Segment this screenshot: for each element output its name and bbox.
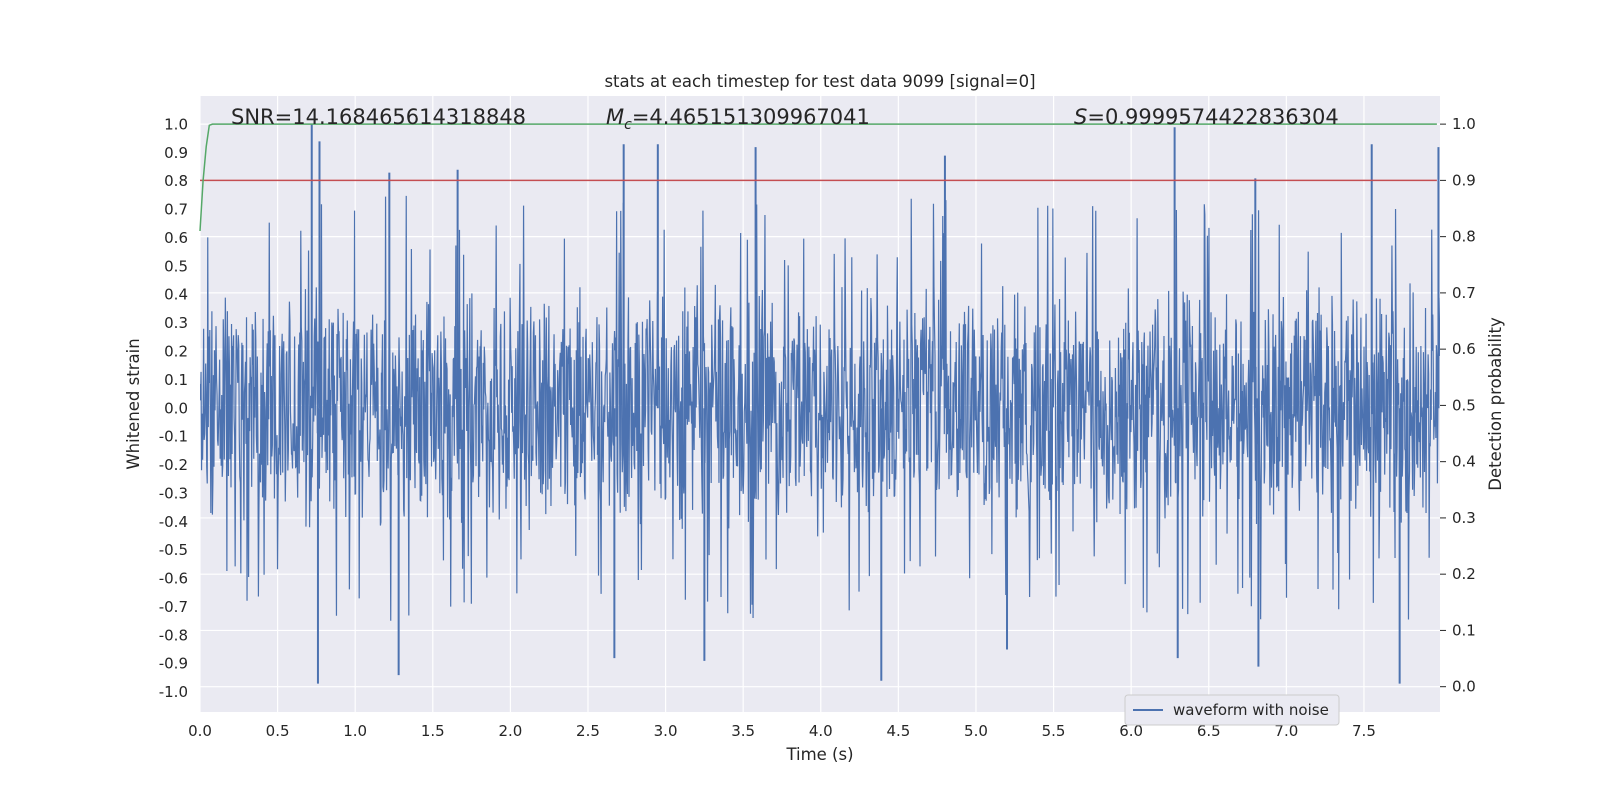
probability-line <box>199 123 1437 232</box>
plot-area <box>199 123 1440 684</box>
x-tick-label: 3.0 <box>654 722 678 740</box>
y-tick-label: -1.0 <box>159 683 188 701</box>
y-tick-label: -0.3 <box>159 484 188 502</box>
y-tick-label: 0.6 <box>164 229 188 247</box>
x-tick-label: 2.5 <box>576 722 600 740</box>
y-tick-label: -0.9 <box>159 655 188 673</box>
x-tick-label: 6.5 <box>1197 722 1221 740</box>
y-tick-label: -0.5 <box>159 541 188 559</box>
y2-tick-label: 0.1 <box>1452 621 1476 639</box>
y-tick-label: 0.4 <box>164 286 188 304</box>
x-tick-label: 3.5 <box>731 722 755 740</box>
x-tick-label: 2.0 <box>498 722 522 740</box>
x-tick-label: 4.0 <box>809 722 833 740</box>
legend-box <box>1124 694 1340 726</box>
y2-tick-label: 0.7 <box>1452 284 1476 302</box>
x-tick-label: 0.5 <box>266 722 290 740</box>
x-tick-label: 1.0 <box>343 722 367 740</box>
y-tick-label: -0.6 <box>159 570 188 588</box>
y-tick-label: 0.7 <box>164 201 188 219</box>
x-axis-ticks: 0.0 0.5 1.0 1.5 2.0 2.5 3.0 3.5 4.0 4.5 5.0 5.5 6.0 6… <box>188 722 1376 740</box>
y2-tick-label: 0.6 <box>1452 340 1476 358</box>
y2-tick-label: 0.2 <box>1452 565 1476 583</box>
x-tick-label: 1.5 <box>421 722 445 740</box>
y2-tick-label: 0.9 <box>1452 171 1476 189</box>
x-tick-label: 7.5 <box>1352 722 1376 740</box>
y-tick-label: 0.3 <box>164 314 188 332</box>
chirp-mass-annotation: Mc=4.465151309967041 <box>606 105 870 133</box>
snr-annotation: SNR=14.168465614318848 <box>231 105 526 129</box>
y-tick-label: 0.0 <box>164 399 188 417</box>
s-annotation: S=0.9999574422836304 <box>1074 105 1339 129</box>
y-tick-label: -0.4 <box>159 513 188 531</box>
y2-axis-ticks: 1.0 0.9 0.8 0.7 0.6 0.5 0.4 0.3 0.2 0.1 0.0 <box>1440 115 1476 696</box>
y2-tick-label: 0.0 <box>1452 678 1476 696</box>
y2-tick-label: 0.8 <box>1452 228 1476 246</box>
waveform-noise-path <box>200 195 1440 621</box>
x-tick-label: 7.0 <box>1274 722 1298 740</box>
x-tick-label: 0.0 <box>188 722 212 740</box>
x-tick-label: 5.0 <box>964 722 988 740</box>
y-tick-label: 0.2 <box>164 342 188 360</box>
x-tick-label: 4.5 <box>886 722 910 740</box>
y2-tick-label: 0.5 <box>1452 396 1476 414</box>
y-tick-label: 0.8 <box>164 172 188 190</box>
y2-axis-label: Detection probability <box>1486 317 1505 491</box>
x-tick-label: 6.0 <box>1119 722 1143 740</box>
y2-tick-label: 1.0 <box>1452 115 1476 133</box>
x-tick-label: 5.5 <box>1042 722 1066 740</box>
legend: waveform with noise <box>1124 694 1340 726</box>
waveform-series <box>200 124 1440 684</box>
y-axis-label: Whitened strain <box>124 338 143 469</box>
y-tick-label: 0.1 <box>164 371 188 389</box>
x-axis-label: Time (s) <box>785 745 853 764</box>
y-tick-label: -0.7 <box>159 598 188 616</box>
y-axis-ticks: 1.0 0.9 0.8 0.7 0.6 0.5 0.4 0.3 0.2 0.1 0.0 -0.1 -0.… <box>159 115 188 701</box>
y-tick-label: -0.1 <box>159 428 188 446</box>
y2-tick-label: 0.4 <box>1452 453 1476 471</box>
y2-tick-label: 0.3 <box>1452 509 1476 527</box>
legend-label: waveform with noise <box>1173 701 1329 719</box>
y-tick-label: 1.0 <box>164 115 188 133</box>
y-tick-label: -0.2 <box>159 456 188 474</box>
y-tick-label: 0.5 <box>164 257 188 275</box>
y-tick-label: 0.9 <box>164 144 188 162</box>
y-tick-label: -0.8 <box>159 626 188 644</box>
chart-title: stats at each timestep for test data 909… <box>604 72 1035 91</box>
